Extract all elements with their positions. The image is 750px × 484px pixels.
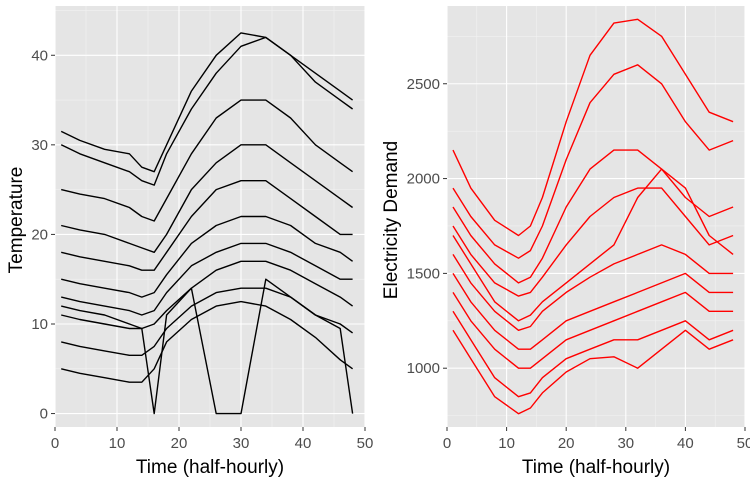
- electricity-demand-y-tick-labels: 1000 1500 2000 2500: [407, 76, 440, 377]
- temperature-series-line: [61, 242, 353, 316]
- electricity-demand-chart: 0 10 20 30 40 50 1000 1500 2000 2500 Tim…: [381, 6, 750, 478]
- electricity-demand-axis-ticks: [443, 83, 746, 431]
- temperature-x-tick-label: 40: [295, 435, 312, 452]
- electricity-demand-y-tick-label: 2000: [407, 171, 440, 188]
- temperature-y-tick-label: 10: [31, 316, 48, 333]
- temperature-series-line: [61, 99, 354, 222]
- temperature-series-line: [61, 179, 353, 271]
- temperature-x-axis-title: Time (half-hourly): [136, 457, 284, 478]
- electricity-demand-x-axis-title: Time (half-hourly): [522, 457, 670, 478]
- electricity-demand-x-tick-label: 0: [443, 435, 451, 452]
- electricity-demand-series-line: [452, 64, 734, 259]
- temperature-y-tick-label: 20: [31, 226, 48, 243]
- electricity-demand-series-line: [452, 244, 734, 331]
- electricity-demand-series-line: [452, 329, 734, 415]
- temperature-x-tick-label: 0: [51, 435, 59, 452]
- temperature-x-tick-label: 10: [109, 435, 126, 452]
- temperature-series-line: [61, 144, 354, 254]
- temperature-y-axis-title: Temperature: [6, 167, 27, 274]
- electricity-demand-y-tick-label: 1000: [407, 360, 440, 377]
- temperature-axis-ticks: [51, 54, 366, 431]
- temperature-y-tick-labels: 0 10 20 30 40: [31, 47, 48, 422]
- electricity-demand-x-tick-label: 20: [558, 435, 575, 452]
- electricity-demand-x-tick-label: 30: [617, 435, 634, 452]
- temperature-y-tick-label: 30: [31, 137, 48, 154]
- electricity-demand-series-line: [452, 18, 734, 237]
- electricity-demand-series-line: [452, 187, 734, 297]
- temperature-series-line: [60, 32, 354, 173]
- temperature-series: [60, 32, 354, 415]
- electricity-demand-y-tick-label: 1500: [407, 265, 440, 282]
- temperature-series-line: [60, 36, 354, 186]
- electricity-demand-y-axis-title: Electricity Demand: [381, 141, 402, 299]
- temperature-series-line: [61, 300, 354, 383]
- electricity-demand-series-line: [452, 168, 734, 322]
- electricity-demand-series-line: [452, 291, 734, 369]
- temperature-y-tick-label: 0: [40, 406, 48, 423]
- electricity-demand-series-line: [452, 149, 734, 284]
- electricity-demand-series-line: [452, 310, 734, 398]
- electricity-demand-x-tick-label: 10: [498, 435, 515, 452]
- temperature-x-tick-label: 20: [171, 435, 188, 452]
- electricity-demand-series-line: [452, 272, 734, 350]
- electricity-demand-x-tick-labels: 0 10 20 30 40 50: [443, 435, 750, 452]
- temperature-series-line: [61, 278, 354, 415]
- electricity-demand-series: [452, 18, 734, 415]
- temperature-series-line: [61, 215, 354, 298]
- electricity-demand-y-tick-label: 2500: [407, 76, 440, 93]
- electricity-demand-grid: [446, 6, 746, 427]
- temperature-y-tick-label: 40: [31, 47, 48, 64]
- temperature-chart: 0 10 20 30 40 50 0 10 20 30 40 Time (hal…: [6, 6, 373, 478]
- temperature-x-tick-labels: 0 10 20 30 40 50: [51, 435, 374, 452]
- temperature-x-tick-label: 50: [357, 435, 374, 452]
- temperature-x-tick-label: 30: [233, 435, 250, 452]
- electricity-demand-x-tick-label: 50: [737, 435, 750, 452]
- electricity-demand-x-tick-label: 40: [677, 435, 694, 452]
